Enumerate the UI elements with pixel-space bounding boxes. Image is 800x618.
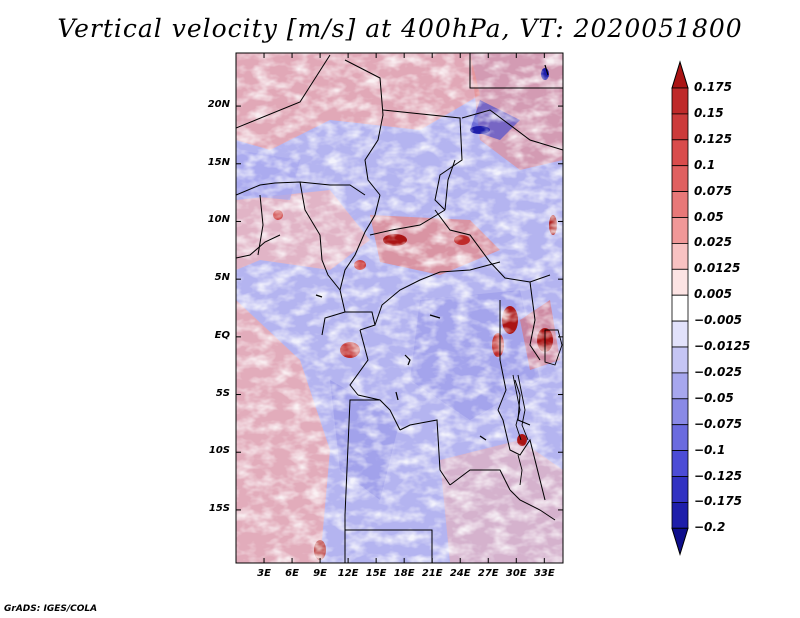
axis-ticks [236,53,563,563]
colorbar-segment [671,398,689,426]
colorbar-bottom-arrow [671,527,689,557]
colorbar-level-label: −0.2 [694,520,726,535]
grads-credit: GrADS: IGES/COLA [4,604,98,614]
colorbar-segment [671,346,689,374]
small-lakes [315,64,549,441]
lon-label-3e: 3E [257,568,271,579]
colorbar-level-label: 0.0125 [694,261,741,276]
lon-label-15e: 15E [365,568,387,579]
colorbar-level-label: −0.0125 [694,339,751,353]
colorbar-level-label: 0.1 [694,157,716,172]
colorbar-segment [671,294,689,322]
lat-label-eq: EQ [214,329,230,341]
colorbar-segment [671,191,689,218]
colorbar-segment [671,139,689,167]
lon-label-21e: 21E [421,568,443,579]
colorbar-level-label: −0.005 [694,313,743,328]
lakes [512,329,563,486]
colorbar-level-label: −0.05 [694,390,734,405]
lon-label-27e: 27E [477,568,499,579]
colorbar-level-label: 0.175 [694,80,732,94]
lon-label-18e: 18E [393,568,415,579]
colorbar [671,60,689,557]
colorbar-level-label: −0.125 [694,468,743,483]
lat-label-15s: 15S [208,502,230,514]
velocity-field-texture [236,53,563,563]
lon-label-9e: 9E [313,568,327,579]
lat-label-20n: 20N [207,99,230,111]
lat-label-10s: 10S [208,445,230,457]
colorbar-segment [671,113,689,141]
lon-label-30e: 30E [505,568,527,579]
lat-label-15n: 15N [207,156,230,168]
lon-label-33e: 33E [533,568,555,579]
lat-label-5s: 5S [215,387,230,399]
colorbar-segment [671,165,689,192]
lat-label-10n: 10N [207,214,230,226]
colorbar-segment [671,268,689,296]
colorbar-level-label: 0.125 [694,131,732,146]
lat-label-5n: 5N [214,272,230,284]
plot-frame [235,52,564,564]
country-borders [236,53,563,563]
colorbar-segment [671,424,689,452]
colorbar-segment [671,217,689,244]
colorbar-level-label: −0.075 [694,416,743,431]
colorbar-level-label: 0.05 [694,209,724,224]
lon-label-6e: 6E [285,568,299,579]
colorbar-segment [671,87,689,115]
colorbar-segment [671,242,689,270]
colorbar-segment [671,320,689,348]
colorbar-level-label: −0.025 [694,364,743,379]
colorbar-segment [671,450,689,477]
colorbar-level-label: 0.005 [694,287,732,302]
colorbar-segment [671,372,689,400]
colorbar-level-label: 0.075 [694,183,732,198]
map-title: Vertical velocity [m/s] at 400hPa, VT: 2… [57,14,743,43]
colorbar-level-label: −0.1 [694,442,726,457]
colorbar-segment [671,476,689,503]
colorbar-level-label: −0.175 [694,494,743,509]
colorbar-level-label: 0.15 [694,105,724,120]
lon-label-12e: 12E [337,568,359,579]
lon-label-24e: 24E [449,568,471,579]
colorbar-level-label: 0.025 [694,235,732,250]
colorbar-top-arrow [671,60,689,89]
colorbar-segment [671,501,689,529]
